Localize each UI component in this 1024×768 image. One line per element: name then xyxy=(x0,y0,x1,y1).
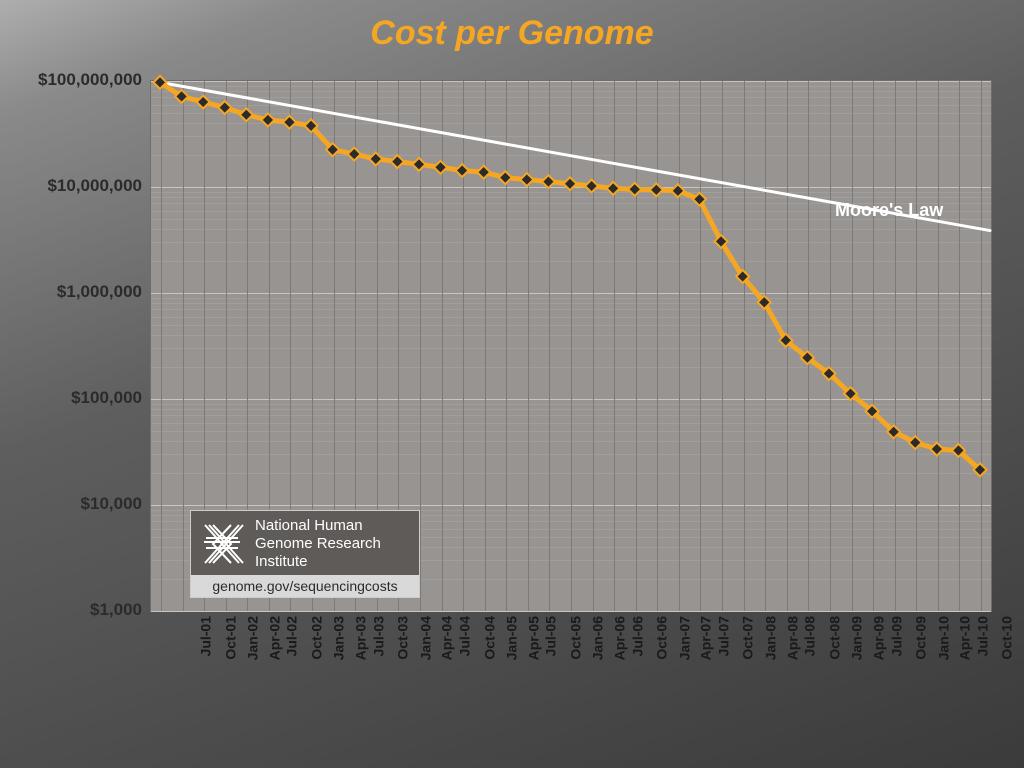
x-tick-label: Jan-08 xyxy=(762,616,778,660)
x-tick-label: Jan-06 xyxy=(590,616,606,660)
x-tick-label: Oct-05 xyxy=(567,616,583,660)
y-tick-label: $10,000,000 xyxy=(47,176,142,196)
x-tick-label: Jul-04 xyxy=(456,616,472,656)
x-tick-label: Oct-02 xyxy=(308,616,324,660)
nhgri-logo-icon xyxy=(199,521,245,567)
x-tick-label: Oct-01 xyxy=(222,616,238,660)
x-tick-label: Jul-07 xyxy=(715,616,731,656)
x-tick-label: Jan-05 xyxy=(503,616,519,660)
logo-url: genome.gov/sequencingcosts xyxy=(191,575,419,597)
x-tick-label: Jan-07 xyxy=(676,616,692,660)
y-tick-label: $1,000,000 xyxy=(57,282,142,302)
x-tick-label: Oct-03 xyxy=(395,616,411,660)
x-tick-label: Jul-01 xyxy=(197,616,213,656)
y-tick-label: $100,000 xyxy=(71,388,142,408)
x-tick-label: Apr-03 xyxy=(352,616,368,660)
x-tick-label: Oct-09 xyxy=(913,616,929,660)
x-tick-label: Apr-06 xyxy=(611,616,627,660)
x-tick-label: Jul-06 xyxy=(629,616,645,656)
x-tick-label: Jan-11 xyxy=(1021,616,1024,660)
x-tick-label: Oct-04 xyxy=(481,616,497,660)
nhgri-logo-box: National Human Genome Research Institute… xyxy=(190,510,420,598)
x-tick-label: Oct-06 xyxy=(654,616,670,660)
logo-text-2: Genome Research xyxy=(255,535,381,553)
x-tick-label: Jul-03 xyxy=(370,616,386,656)
x-tick-label: Jan-10 xyxy=(935,616,951,660)
x-tick-label: Apr-09 xyxy=(870,616,886,660)
x-tick-label: Jan-09 xyxy=(849,616,865,660)
x-tick-label: Jan-04 xyxy=(417,616,433,660)
x-tick-label: Jul-10 xyxy=(974,616,990,656)
x-tick-label: Jul-09 xyxy=(888,616,904,656)
y-tick-label: $100,000,000 xyxy=(38,70,142,90)
x-tick-label: Apr-10 xyxy=(957,616,973,660)
x-tick-label: Jan-03 xyxy=(331,616,347,660)
logo-text-3: Institute xyxy=(255,553,381,571)
x-tick-label: Oct-07 xyxy=(740,616,756,660)
logo-text-1: National Human xyxy=(255,517,381,535)
x-tick-label: Apr-04 xyxy=(439,616,455,660)
x-tick-label: Oct-10 xyxy=(999,616,1015,660)
x-tick-label: Oct-08 xyxy=(826,616,842,660)
x-tick-label: Jul-02 xyxy=(284,616,300,656)
x-tick-label: Jul-08 xyxy=(802,616,818,656)
x-tick-label: Apr-02 xyxy=(266,616,282,660)
x-tick-label: Jul-05 xyxy=(543,616,559,656)
y-tick-label: $1,000 xyxy=(90,600,142,620)
moores-law-label: Moore's Law xyxy=(835,200,943,221)
x-tick-label: Apr-07 xyxy=(698,616,714,660)
x-tick-label: Apr-08 xyxy=(784,616,800,660)
x-tick-label: Apr-05 xyxy=(525,616,541,660)
x-tick-label: Jan-02 xyxy=(245,616,261,660)
y-tick-label: $10,000 xyxy=(81,494,142,514)
